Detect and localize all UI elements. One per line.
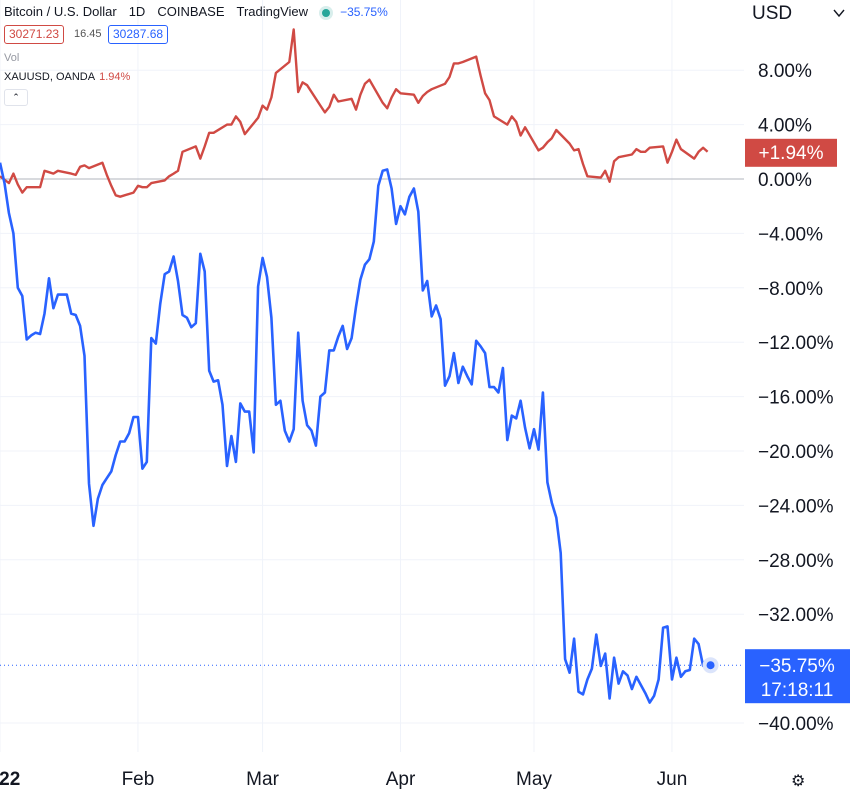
btc-last-point[interactable] <box>706 661 715 670</box>
x-tick-label: 2022 <box>0 769 20 790</box>
axis-labels: 8.00% 4.00% 0.00% −4.00% −8.00% −12.00% −16.00… <box>0 61 850 790</box>
legend-header[interactable]: Bitcoin / U.S. Dollar 1D COINBASE TradingVi… <box>4 4 388 19</box>
chevron-up-icon[interactable]: ⌃ <box>4 89 28 106</box>
ask-price-box[interactable]: 30287.68 <box>108 25 169 44</box>
spread-value: 16.45 <box>74 26 102 43</box>
x-tick-label: Apr <box>386 769 416 790</box>
volume-legend[interactable]: Vol <box>4 52 20 64</box>
y-tick-label: 8.00% <box>758 61 812 82</box>
y-tick-label: −16.00% <box>758 388 834 409</box>
compare-legend[interactable]: XAUUSD, OANDA 1.94% <box>4 71 130 83</box>
x-tick-label: May <box>516 769 552 790</box>
y-tick-label: −28.00% <box>758 551 834 572</box>
y-tick-label: −12.00% <box>758 333 834 354</box>
y-tick-label: −20.00% <box>758 442 834 463</box>
bid-price-box[interactable]: 30271.23 <box>4 25 65 44</box>
btc-series-line[interactable] <box>0 162 708 704</box>
grid <box>0 0 744 752</box>
gold-last-value-label: +1.94% <box>759 143 824 164</box>
exchange-label: COINBASE <box>157 4 225 19</box>
source-label: TradingView <box>236 4 309 19</box>
y-tick-label: −32.00% <box>758 605 834 626</box>
gear-icon[interactable]: ⚙ <box>791 773 806 790</box>
series-lines <box>0 28 719 704</box>
symbol-change: −35.75% <box>340 5 388 19</box>
y-tick-label: −4.00% <box>758 224 823 245</box>
compare-symbol: XAUUSD, OANDA <box>4 71 96 83</box>
gold-series-line[interactable] <box>0 28 709 198</box>
y-tick-label: 0.00% <box>758 170 812 191</box>
chevron-down-icon[interactable] <box>832 6 846 20</box>
symbol-name[interactable]: Bitcoin / U.S. Dollar <box>4 4 117 19</box>
currency-label[interactable]: USD <box>752 3 793 24</box>
interval-label[interactable]: 1D <box>128 4 146 19</box>
y-tick-label: 4.00% <box>758 116 812 137</box>
btc-countdown-label: 17:18:11 <box>761 680 834 701</box>
gold-price-tag[interactable] <box>745 138 837 167</box>
btc-last-value-label: −35.75% <box>759 656 835 677</box>
y-tick-label: −24.00% <box>758 496 834 517</box>
y-tick-label: −40.00% <box>758 714 834 735</box>
btc-price-tag[interactable] <box>745 649 850 704</box>
x-tick-label: Feb <box>122 769 155 790</box>
x-tick-label: Jun <box>657 769 688 790</box>
x-tick-label: Mar <box>246 769 279 790</box>
y-tick-label: −8.00% <box>758 279 823 300</box>
compare-change: 1.94% <box>99 71 131 83</box>
market-status-icon <box>322 8 331 17</box>
